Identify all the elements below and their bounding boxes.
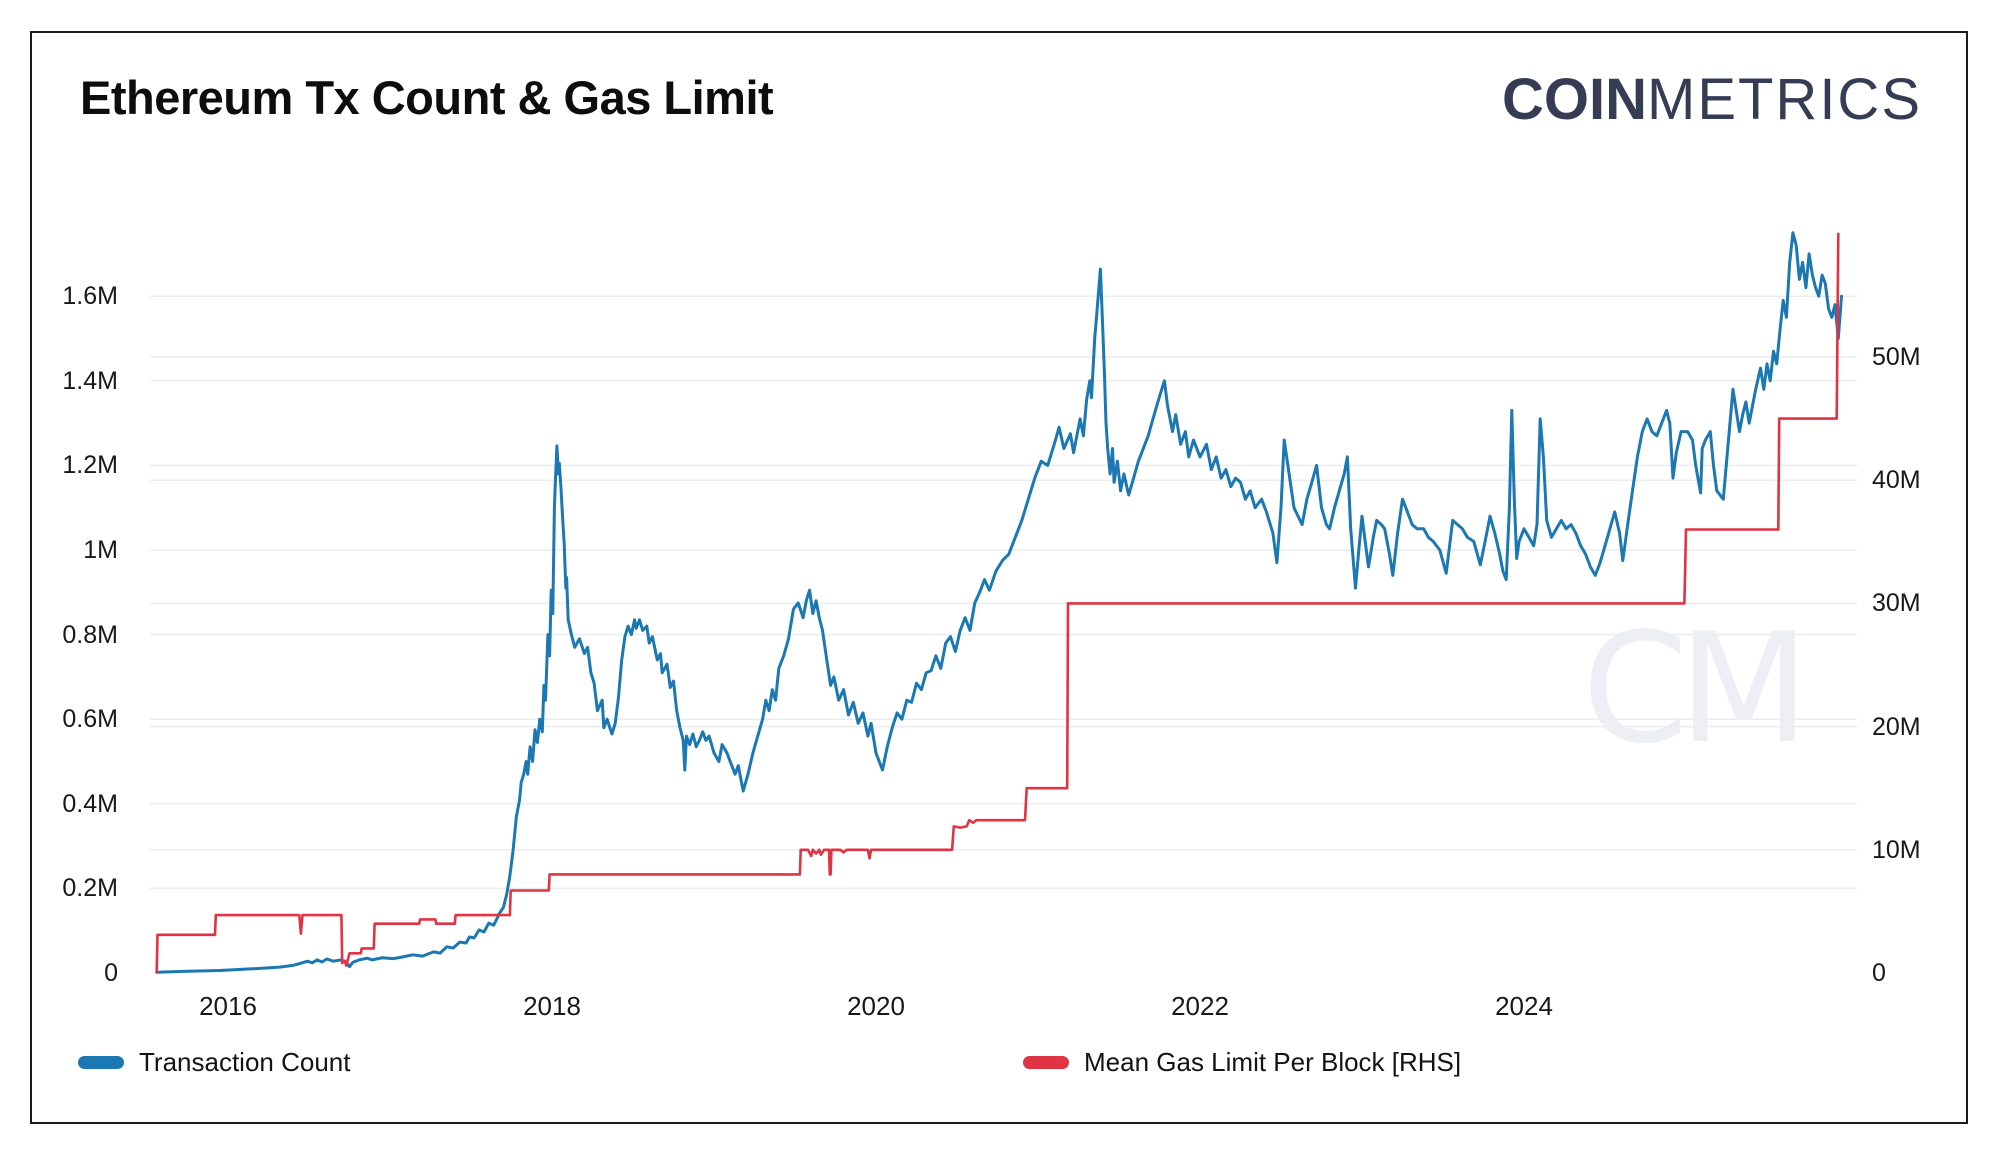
transaction-count-swatch: [78, 1055, 124, 1069]
chart-card-border: [30, 31, 1968, 1124]
logo-coin-text: COIN: [1502, 67, 1647, 132]
transaction-count-label: Transaction Count: [139, 1046, 351, 1077]
logo-metrics-text: METRICS: [1647, 67, 1922, 132]
gas-limit-label: Mean Gas Limit Per Block [RHS]: [1084, 1046, 1462, 1077]
gridlines: [150, 295, 1857, 890]
legend-item-gas-limit: Mean Gas Limit Per Block [RHS]: [1023, 1046, 1461, 1078]
gas-limit-line: [155, 232, 1840, 974]
legend-item-transaction-count: Transaction Count: [78, 1046, 350, 1078]
gas-limit-swatch: [1023, 1055, 1069, 1069]
coinmetrics-logo: COINMETRICS: [1502, 66, 1922, 133]
chart-title: Ethereum Tx Count & Gas Limit: [80, 71, 774, 124]
cm-watermark: CM: [1582, 600, 1809, 777]
transaction-count-line: [155, 231, 1843, 974]
